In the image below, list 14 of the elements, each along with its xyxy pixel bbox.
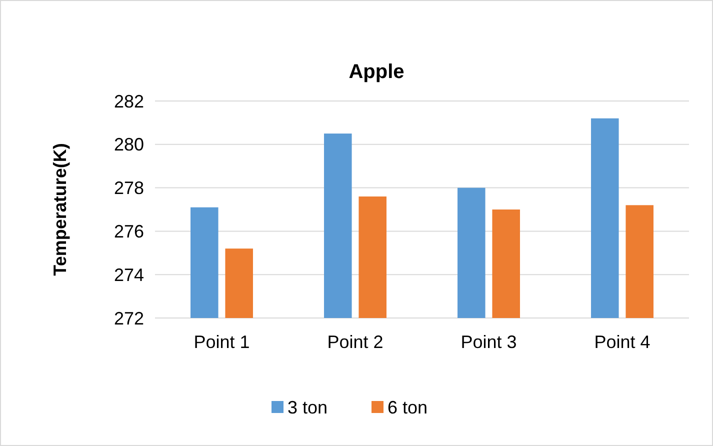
legend-label: 6 ton xyxy=(388,397,428,418)
chart-title: Apple xyxy=(348,61,404,83)
y-tick-label: 276 xyxy=(114,222,144,242)
x-tick-label: Point 1 xyxy=(194,332,250,352)
x-tick-label: Point 3 xyxy=(460,332,517,352)
y-tick-label: 272 xyxy=(114,308,144,328)
y-tick-label: 280 xyxy=(114,134,144,155)
x-tick-label: Point 4 xyxy=(594,332,650,352)
y-tick-label: 278 xyxy=(114,178,144,198)
y-tick-label: 282 xyxy=(114,91,144,112)
y-tick-label: 274 xyxy=(114,264,144,285)
legend-label: 3 ton xyxy=(288,397,328,418)
y-axis-title: Temperature(K) xyxy=(50,143,70,276)
x-tick-label: Point 2 xyxy=(327,332,384,352)
